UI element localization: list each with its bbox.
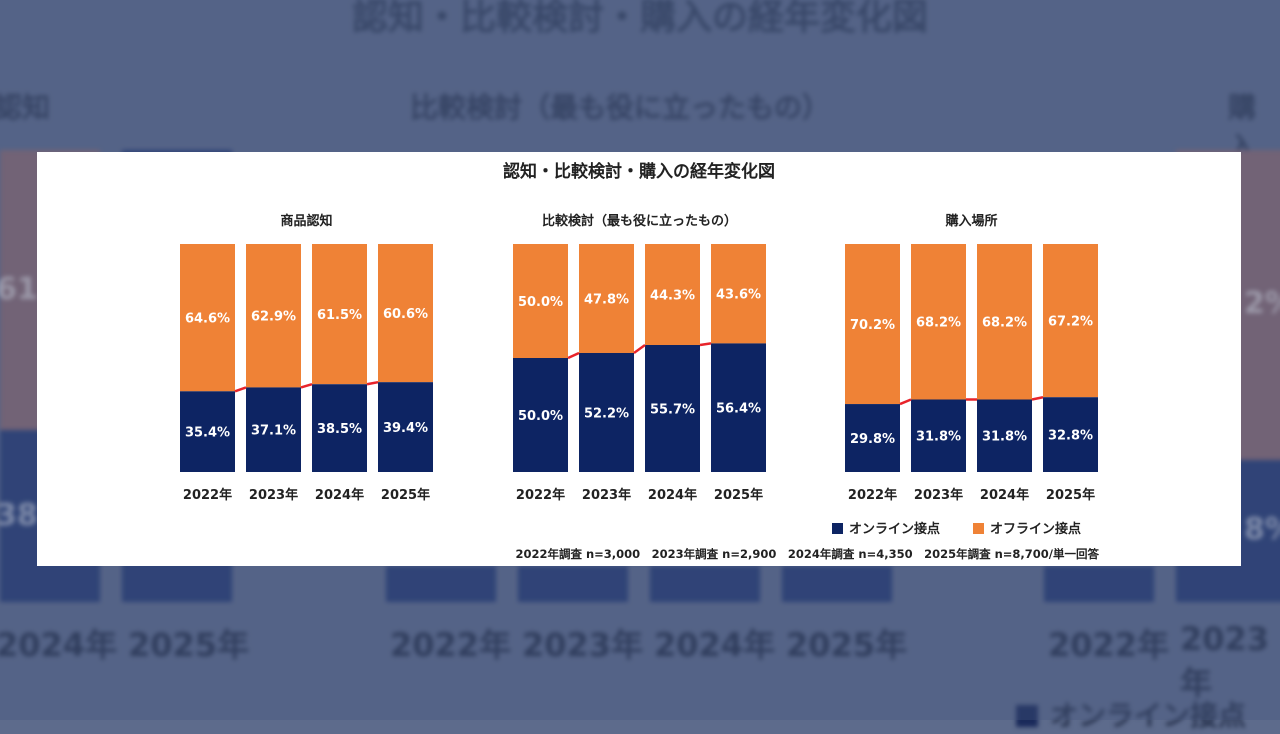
label-online: 38.5% — [317, 422, 362, 437]
connector-line — [699, 342, 712, 347]
background-bar — [386, 566, 496, 602]
background-bar — [782, 566, 892, 602]
label-offline: 60.6% — [383, 307, 428, 322]
background-year: 2023年 — [522, 626, 644, 664]
connector-line — [300, 383, 313, 389]
legend-label-offline: オフライン接点 — [990, 521, 1081, 537]
bar-offline — [977, 244, 1032, 400]
label-offline: 61.5% — [317, 308, 362, 323]
background-year: 2023年 — [1180, 620, 1270, 702]
background-title: 認知・比較検討・購入の経年変化図 — [351, 0, 928, 38]
label-offline: 44.3% — [650, 289, 695, 304]
background-pct: 2% — [1244, 286, 1280, 321]
label-offline: 64.6% — [185, 312, 230, 327]
bar-offline — [513, 244, 568, 358]
label-offline: 68.2% — [916, 316, 961, 331]
bar-online — [579, 352, 634, 472]
x-tick-label: 2024年 — [980, 487, 1029, 503]
bar-offline — [180, 244, 235, 392]
x-tick-label: 2025年 — [1046, 487, 1095, 503]
label-online: 50.0% — [518, 409, 563, 424]
bar-offline — [1043, 244, 1098, 398]
connector-line — [633, 343, 646, 354]
panel-title: 比較検討（最も役に立ったもの） — [542, 213, 737, 229]
label-offline: 43.6% — [716, 288, 761, 303]
background-year: 2024年 — [654, 626, 776, 664]
x-tick-label: 2023年 — [249, 487, 298, 503]
bar-offline — [378, 244, 433, 383]
bar-offline — [246, 244, 301, 388]
x-tick-label: 2022年 — [183, 487, 232, 503]
background-bar — [518, 566, 628, 602]
label-online: 56.4% — [716, 402, 761, 417]
background-year: 2022年 — [1048, 626, 1170, 664]
label-offline: 67.2% — [1048, 315, 1093, 330]
bar-online — [312, 384, 367, 472]
bar-online — [977, 399, 1032, 472]
background-year: 2025年 — [786, 626, 908, 664]
legend-label-online: オンライン接点 — [849, 521, 940, 537]
bar-online — [645, 345, 700, 472]
background-bar — [1044, 566, 1154, 602]
background-year: 2024年 — [0, 626, 118, 664]
connector-line — [366, 380, 379, 386]
background-pct: 61 — [0, 272, 38, 307]
panel-title: 商品認知 — [280, 213, 332, 229]
label-offline: 68.2% — [982, 316, 1027, 331]
background-panel-title-1: 認知 — [0, 91, 51, 124]
label-offline: 47.8% — [584, 292, 629, 307]
bar-offline — [711, 244, 766, 344]
bar-online — [246, 387, 301, 472]
background-pct: 8% — [1244, 512, 1280, 547]
label-online: 52.2% — [584, 406, 629, 421]
connector-line — [567, 351, 580, 360]
legend-swatch-offline — [973, 523, 984, 534]
bar-online — [513, 358, 568, 472]
x-tick-label: 2023年 — [914, 487, 963, 503]
label-online: 29.8% — [850, 432, 895, 447]
background-year: 2022年 — [390, 626, 512, 664]
bar-offline — [845, 244, 900, 405]
footnote: 2022年調査 n=3,000 2023年調査 n=2,900 2024年調査 … — [515, 547, 1099, 561]
bar-online — [378, 382, 433, 472]
bar-offline — [645, 244, 700, 346]
label-offline: 50.0% — [518, 295, 563, 310]
label-online: 35.4% — [185, 426, 230, 441]
label-online: 39.4% — [383, 421, 428, 436]
x-tick-label: 2022年 — [848, 487, 897, 503]
label-online: 32.8% — [1048, 429, 1093, 444]
bar-online — [1043, 397, 1098, 472]
bar-online — [845, 404, 900, 472]
label-online: 37.1% — [251, 424, 296, 439]
bar-online — [711, 343, 766, 472]
chart-title: 認知・比較検討・購入の経年変化図 — [503, 161, 775, 182]
bar-offline — [312, 244, 367, 385]
bar-offline — [911, 244, 966, 400]
label-offline: 62.9% — [251, 310, 296, 325]
x-tick-label: 2025年 — [714, 487, 763, 503]
bar-online — [180, 391, 235, 472]
x-tick-label: 2024年 — [648, 487, 697, 503]
label-online: 31.8% — [916, 430, 961, 445]
connector-line — [899, 398, 912, 406]
bar-offline — [579, 244, 634, 353]
x-tick-label: 2025年 — [381, 487, 430, 503]
label-online: 55.7% — [650, 403, 695, 418]
panel-title: 購入場所 — [944, 213, 997, 229]
background-year: 2025年 — [128, 626, 250, 664]
bar-online — [911, 399, 966, 472]
background-panel-title-2: 比較検討（最も役に立ったもの） — [410, 91, 831, 124]
background-pct: 38 — [0, 498, 38, 533]
connector-line — [234, 386, 247, 393]
x-tick-label: 2023年 — [582, 487, 631, 503]
x-tick-label: 2022年 — [516, 487, 565, 503]
legend-swatch-online — [832, 523, 843, 534]
connector-line — [1031, 395, 1044, 401]
background-bar — [650, 566, 760, 602]
x-tick-label: 2024年 — [315, 487, 364, 503]
label-offline: 70.2% — [850, 318, 895, 333]
chart-card: 認知・比較検討・購入の経年変化図商品認知 64.6% 35.4% 2022年 62.9%… — [37, 152, 1241, 566]
label-online: 31.8% — [982, 430, 1027, 445]
